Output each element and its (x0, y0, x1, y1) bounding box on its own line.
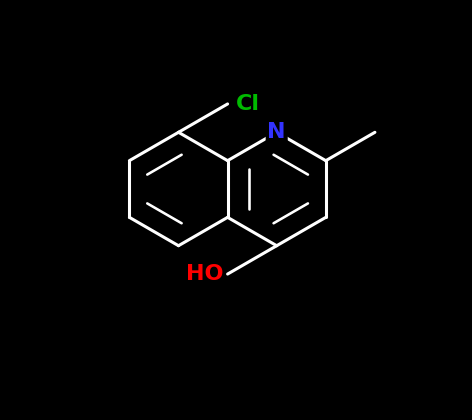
Text: N: N (268, 122, 286, 142)
Text: Cl: Cl (236, 94, 260, 114)
Text: HO: HO (186, 264, 223, 284)
